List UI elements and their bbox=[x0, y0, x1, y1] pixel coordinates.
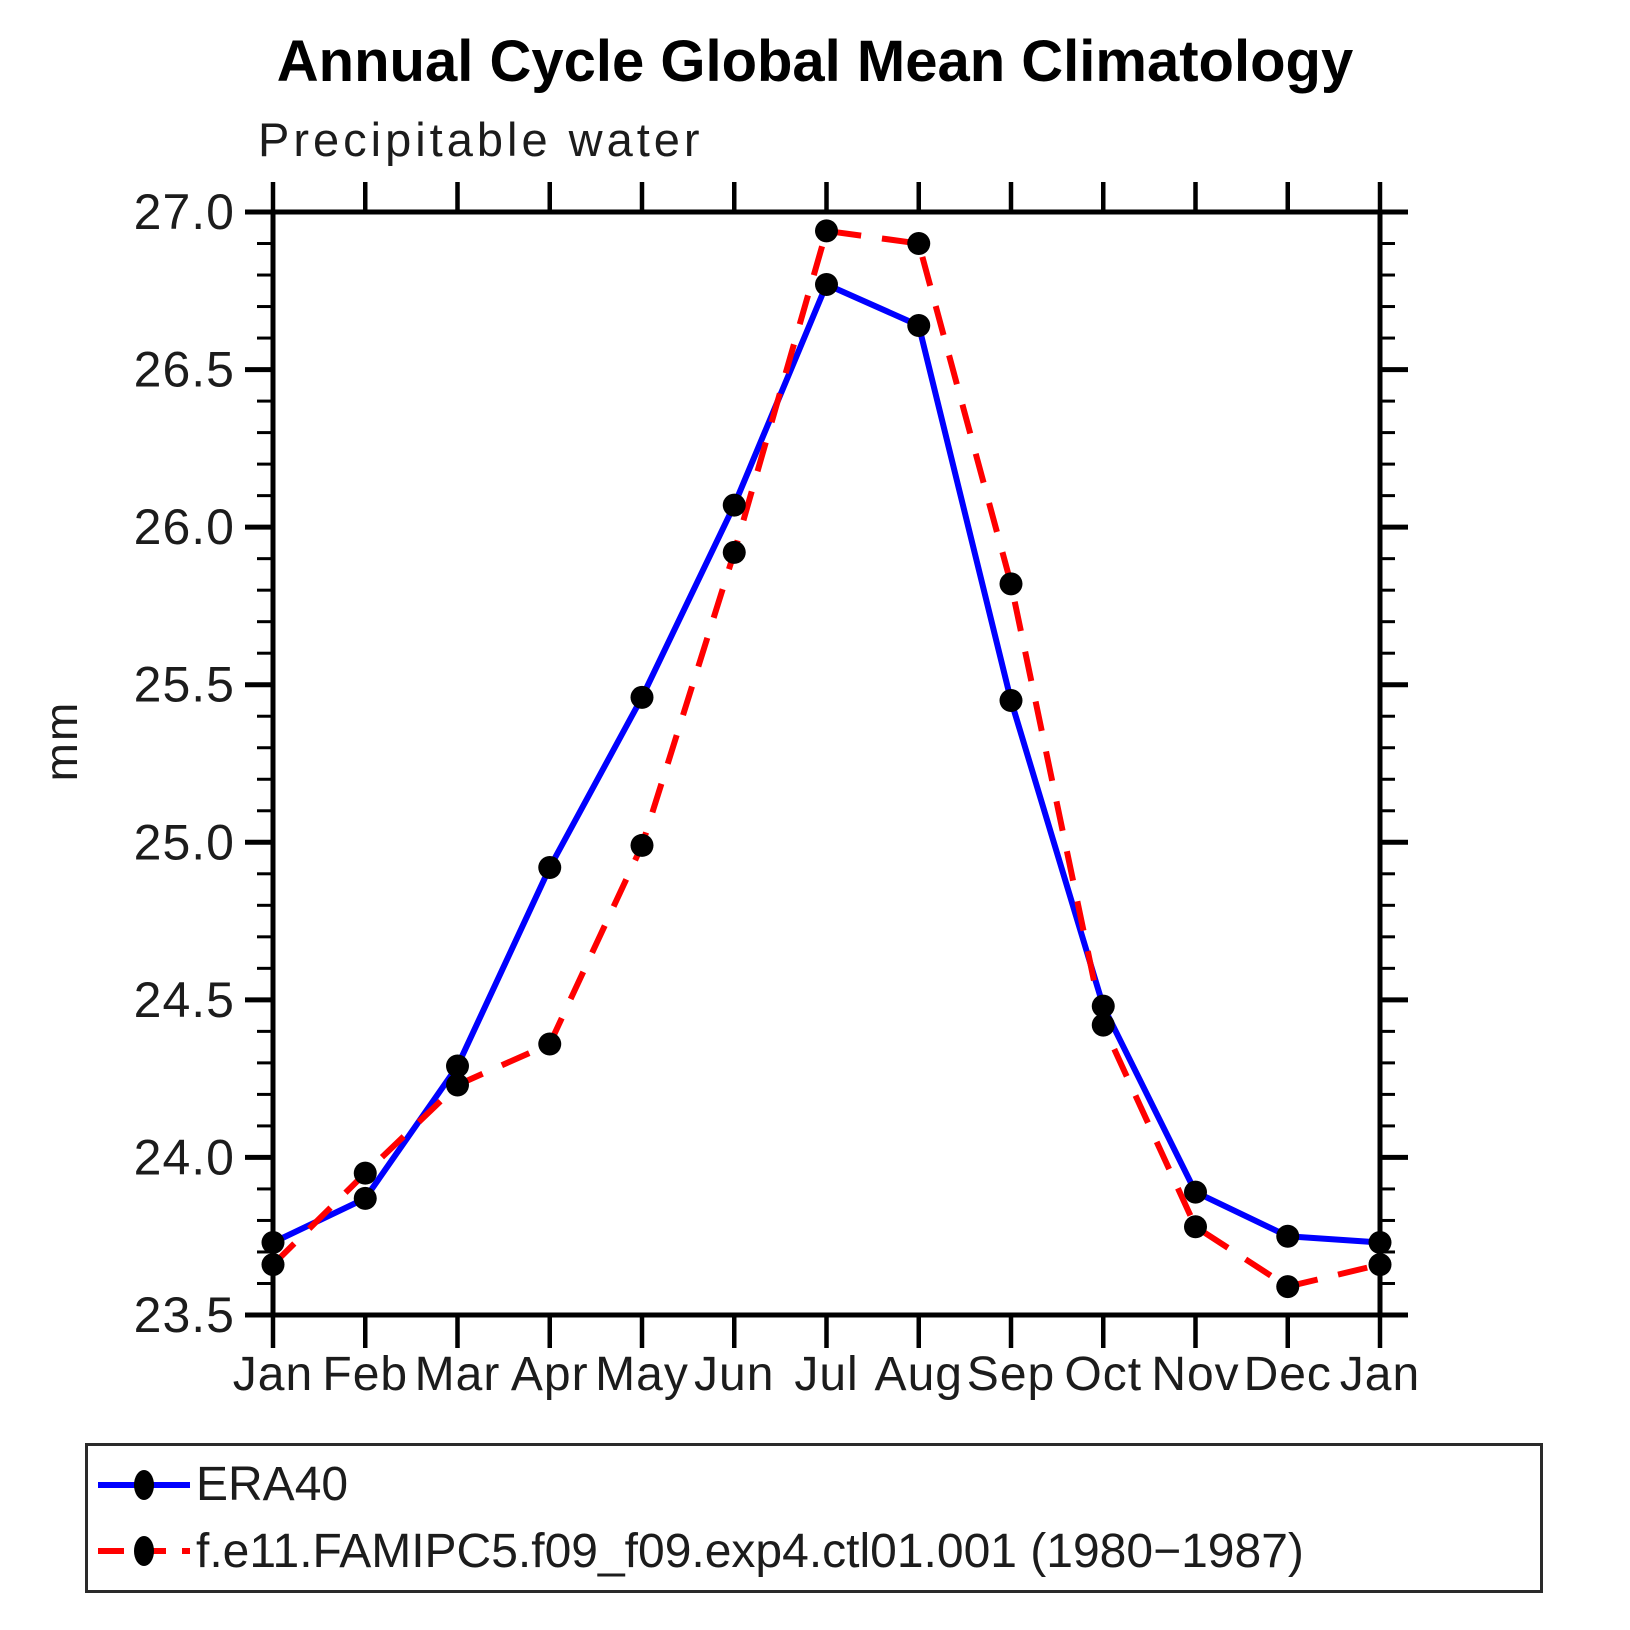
x-tick-label: Sep bbox=[967, 1348, 1055, 1401]
y-tick-label: 24.5 bbox=[134, 972, 235, 1028]
x-tick-label: Dec bbox=[1244, 1348, 1332, 1401]
data-point-s1-aug bbox=[907, 232, 931, 256]
data-point-s1-jun bbox=[722, 540, 746, 564]
data-point-s0-jun bbox=[722, 493, 746, 517]
data-point-s1-may bbox=[630, 833, 654, 857]
chart-title: Annual Cycle Global Mean Climatology bbox=[276, 29, 1354, 94]
y-tick-label: 23.5 bbox=[134, 1287, 235, 1343]
legend-label-model: f.e11.FAMIPC5.f09_f09.exp4.ctl01.001 (19… bbox=[196, 1524, 1304, 1578]
data-point-s1-mar bbox=[446, 1073, 469, 1097]
legend-entry-model: f.e11.FAMIPC5.f09_f09.exp4.ctl01.001 (19… bbox=[96, 1524, 1540, 1579]
data-point-s0-dec bbox=[1276, 1224, 1300, 1248]
data-point-s0-feb bbox=[353, 1186, 377, 1210]
data-point-s0-mar bbox=[446, 1054, 469, 1078]
data-point-s1-sep bbox=[999, 572, 1023, 596]
data-point-s1-oct bbox=[1091, 1013, 1115, 1037]
chart-subtitle: Precipitable water bbox=[258, 113, 704, 166]
legend-swatch-solid-line bbox=[98, 1469, 190, 1500]
x-tick-label: Jun bbox=[694, 1348, 774, 1401]
data-point-s1-apr bbox=[538, 1032, 562, 1056]
legend-label-era40: ERA40 bbox=[196, 1458, 349, 1512]
x-tick-label: Jan bbox=[233, 1348, 313, 1401]
series-line-0 bbox=[271, 281, 1381, 1246]
data-point-s1-jan bbox=[1368, 1253, 1392, 1277]
y-tick-label: 25.5 bbox=[134, 657, 235, 713]
y-tick-label: 27.0 bbox=[134, 184, 235, 240]
data-point-s0-aug bbox=[907, 313, 931, 337]
plot-box bbox=[270, 209, 1383, 1318]
x-tick-label: Jan bbox=[1340, 1348, 1420, 1401]
x-tick-label: Apr bbox=[511, 1348, 589, 1401]
data-point-s1-dec bbox=[1276, 1275, 1300, 1299]
legend-swatch-dashed-line bbox=[98, 1536, 190, 1567]
y-tick-label: 26.5 bbox=[134, 342, 235, 398]
y-tick-label: 25.0 bbox=[134, 814, 235, 870]
x-tick-label: Aug bbox=[875, 1348, 963, 1401]
y-tick-label: 24.0 bbox=[134, 1129, 235, 1185]
series-line-1 bbox=[270, 227, 1381, 1290]
data-point-s1-nov bbox=[1184, 1215, 1207, 1239]
data-point-s1-jul bbox=[815, 219, 838, 243]
x-tick-label: Nov bbox=[1151, 1348, 1239, 1401]
data-point-s0-apr bbox=[538, 855, 562, 879]
data-point-s1-feb bbox=[353, 1161, 377, 1185]
data-point-s0-sep bbox=[999, 688, 1023, 712]
data-point-s0-nov bbox=[1184, 1180, 1207, 1204]
data-point-s1-jan bbox=[261, 1253, 285, 1277]
legend-marker-dot bbox=[134, 1469, 154, 1500]
data-point-s0-may bbox=[630, 685, 654, 709]
legend-box: ERA40 f.e11.FAMIPC5.f09_f09.exp4.ctl01.0… bbox=[85, 1443, 1543, 1593]
y-tick-label: 26.0 bbox=[134, 499, 235, 555]
x-tick-label: Feb bbox=[322, 1348, 408, 1401]
legend-entry-era40: ERA40 bbox=[96, 1457, 1540, 1512]
x-tick-label: Oct bbox=[1064, 1348, 1142, 1401]
data-point-s0-jul bbox=[815, 272, 838, 296]
legend-marker-dot bbox=[134, 1536, 154, 1567]
x-tick-label: Mar bbox=[415, 1348, 501, 1401]
data-point-s0-jan bbox=[261, 1231, 285, 1255]
data-point-s0-oct bbox=[1091, 994, 1115, 1018]
x-tick-label: May bbox=[595, 1348, 689, 1401]
x-tick-label: Jul bbox=[794, 1348, 858, 1401]
data-point-s0-jan bbox=[1368, 1231, 1392, 1255]
